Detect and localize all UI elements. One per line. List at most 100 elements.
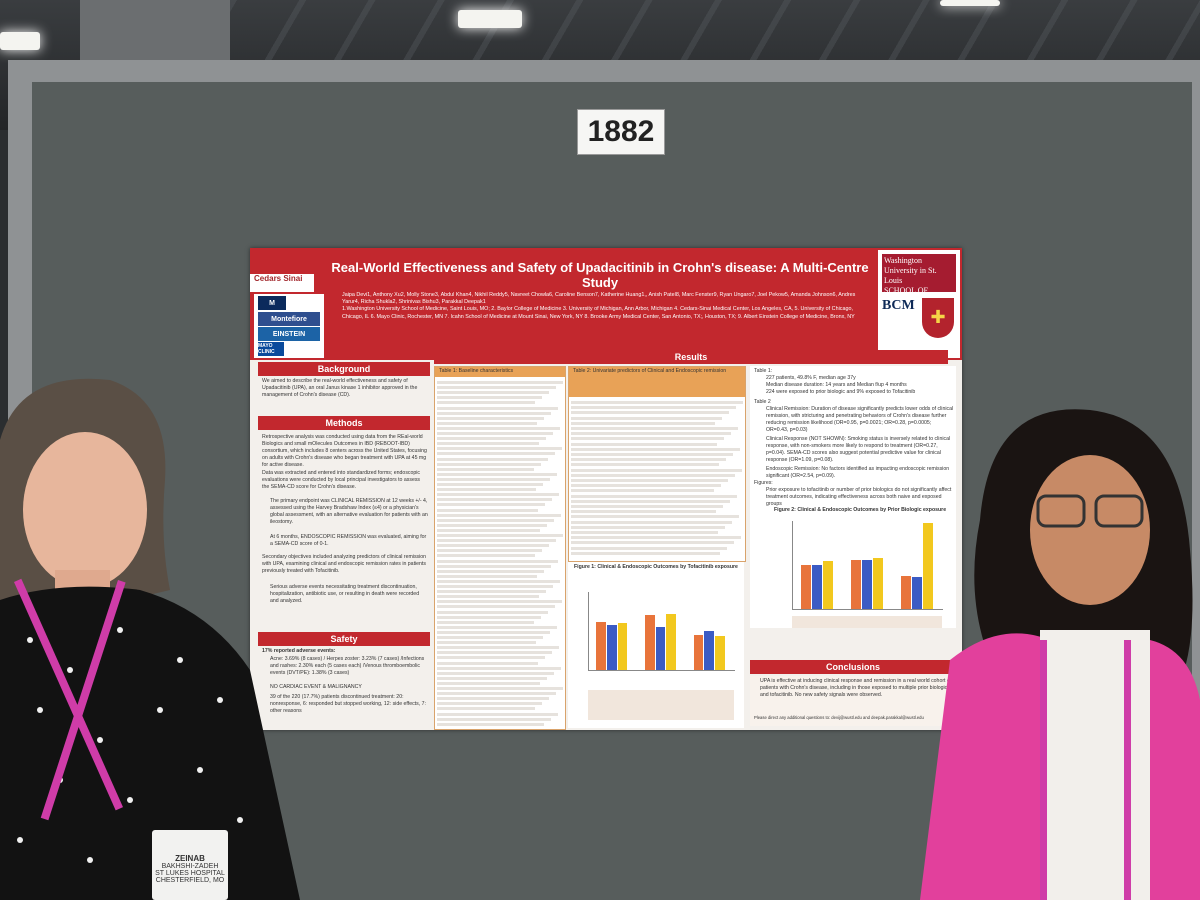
figure-bar	[822, 560, 833, 609]
table-row	[437, 615, 541, 619]
table-row	[437, 712, 558, 716]
table-row	[437, 518, 554, 522]
safety-text-1: 17% reported adverse events:	[262, 648, 336, 654]
affiliation-list: 1.Washington University School of Medici…	[342, 306, 855, 320]
figure-1-chart: Figure 1: Clinical & Endoscopic Outcomes…	[568, 562, 744, 728]
figure-bar	[644, 615, 655, 670]
figure-1-plot	[588, 592, 735, 671]
summary-2: Median disease duration: 14 years and Me…	[766, 382, 907, 388]
table-row	[571, 520, 732, 524]
table-row	[437, 508, 538, 512]
research-poster: Real-World Effectiveness and Safety of U…	[250, 248, 962, 730]
cedars-sinai-logo: Cedars Sinai	[250, 274, 314, 292]
michigan-logo: M	[258, 296, 286, 310]
summary-table-2: Table 2	[754, 399, 771, 405]
table-row	[437, 559, 558, 563]
table-row	[437, 488, 536, 492]
author-list: Jaipa Devi1, Anthony Xu2, Molly Stone3, …	[342, 292, 856, 306]
results-heading: Results	[434, 350, 948, 364]
table-row	[437, 579, 560, 583]
figure-bar	[900, 575, 911, 609]
table-row	[571, 427, 738, 430]
safety-text-4: 39 of the 220 (17.7%) patients discontin…	[270, 694, 426, 714]
ceiling-light	[0, 32, 40, 50]
methods-text-2: Data was extracted and entered into stan…	[262, 470, 421, 490]
table-row	[437, 590, 546, 594]
figure-bar	[861, 559, 872, 609]
background-text: We aimed to describe the real-world effe…	[262, 378, 418, 398]
table-row	[571, 510, 716, 514]
methods-heading: Methods	[258, 416, 430, 430]
table-row	[437, 697, 549, 701]
table-row	[437, 585, 553, 588]
table-row	[437, 477, 550, 481]
table-row	[437, 549, 542, 553]
presenter-right	[920, 409, 1200, 900]
table-row	[437, 426, 560, 430]
table-row	[437, 707, 535, 711]
table-row	[571, 406, 736, 410]
table-row	[437, 656, 545, 660]
table-1-header	[435, 367, 565, 377]
institution-logos-right: Washington University in St. Louis SCHOO…	[878, 250, 960, 358]
presenter-right-face	[1030, 455, 1150, 605]
summary-6: Endoscopic Remission: No factors identif…	[766, 466, 950, 479]
presenter-right-sweater	[1040, 630, 1150, 900]
figure-bar	[911, 577, 922, 609]
table-row	[437, 447, 562, 451]
mayo-clinic-logo: MAYO CLINIC	[258, 342, 284, 356]
table-row	[437, 554, 535, 558]
table-row	[571, 515, 739, 519]
table-row	[437, 437, 546, 441]
figure-bar	[922, 522, 933, 609]
methods-text-6: Serious adverse events necessitating tre…	[270, 584, 420, 604]
presenter-right-jacket	[1140, 640, 1200, 900]
table-row	[571, 421, 715, 425]
table-row	[437, 544, 549, 548]
table-row	[437, 503, 545, 507]
table-row	[437, 523, 547, 527]
table-row	[571, 536, 741, 540]
table-row	[437, 534, 563, 537]
summary-1: 227 patients, 49.8% F, median age 37y	[766, 375, 856, 381]
summary-4: Clinical Remission: Duration of disease …	[766, 406, 954, 433]
presenter-right-lanyard	[1040, 640, 1047, 900]
summary-7: Prior exposure to tofacitinib or number …	[766, 487, 952, 507]
table-row	[437, 646, 559, 650]
table-row	[437, 386, 556, 390]
results-summary-panel: Table 1: 227 patients, 49.8% F, median a…	[750, 366, 956, 628]
washu-name: Washington University in St. Louis	[884, 256, 937, 285]
figure-bar	[872, 557, 883, 609]
figure-1-table	[588, 690, 734, 720]
table-row	[437, 651, 552, 655]
table-row	[437, 574, 537, 578]
presenter-left-dress	[0, 586, 300, 900]
table-row	[437, 401, 535, 405]
conclusions-contact: Please direct any additional questions t…	[754, 715, 924, 720]
table-row	[437, 483, 543, 486]
booth-number: 1882	[577, 109, 665, 155]
table-row	[571, 525, 725, 529]
presenter-right-glasses-lens	[1094, 494, 1144, 528]
army-medical-shield-icon: ✚	[922, 298, 954, 338]
conclusions-heading: Conclusions	[750, 660, 956, 674]
figure-bar	[655, 627, 666, 670]
badge-line-2: ST LUKES HOSPITAL	[155, 870, 225, 877]
table-row	[437, 528, 540, 532]
table-row	[571, 479, 728, 482]
table-row	[437, 442, 539, 446]
summary-table-1: Table 1:	[754, 368, 773, 374]
table-row	[571, 442, 717, 446]
table-row	[571, 499, 730, 503]
table-row	[571, 546, 727, 550]
institution-logos-left: M Montefiore EINSTEIN MAYO CLINIC	[254, 294, 324, 358]
table-row	[437, 462, 541, 466]
safety-text-3: NO CARDIAC EVENT & MALIGNANCY	[270, 684, 362, 690]
table-row	[437, 472, 557, 476]
table-row	[437, 625, 557, 629]
table-row	[437, 671, 554, 675]
table-row	[437, 493, 559, 497]
einstein-logo: EINSTEIN	[258, 327, 320, 341]
washington-university-logo: Washington University in St. Louis SCHOO…	[882, 254, 956, 305]
table-row	[571, 401, 743, 404]
